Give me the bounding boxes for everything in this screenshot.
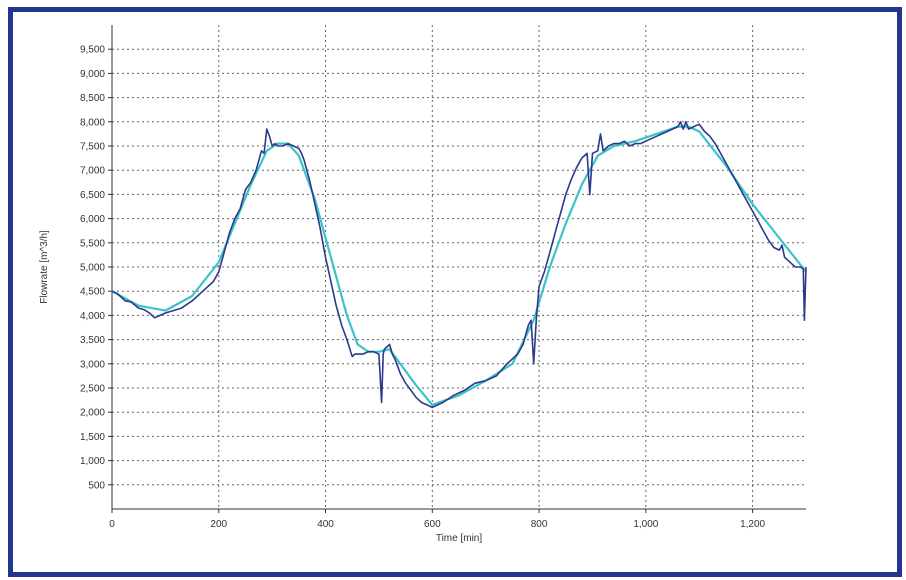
- y-tick-label: 2,000: [80, 408, 105, 419]
- y-tick-label: 9,000: [80, 69, 105, 80]
- x-tick-label: 400: [317, 519, 334, 530]
- y-tick-label: 3,500: [80, 335, 105, 346]
- y-tick-label: 1,500: [80, 432, 105, 443]
- flowrate-chart: 500 1,000 1,500 2,000 2,500 3,000 3,500 4,000 4,…: [39, 25, 807, 544]
- x-tick-label: 1,000: [633, 519, 658, 530]
- model-series-line: [111, 125, 807, 406]
- y-tick-label: 6,000: [80, 214, 105, 225]
- y-tick-label: 4,500: [80, 287, 105, 298]
- y-tick-label: 6,500: [80, 190, 105, 201]
- x-axis-title: Time [min]: [436, 533, 483, 544]
- series: [111, 121, 807, 409]
- y-tick-label: 9,500: [80, 45, 105, 56]
- y-tick-label: 5,000: [80, 263, 105, 274]
- y-tick-label: 3,000: [80, 359, 105, 370]
- axes: [108, 25, 806, 513]
- y-tick-label: 5,500: [80, 238, 105, 249]
- grid-lines: [112, 25, 806, 509]
- y-tick-label: 1,000: [80, 456, 105, 467]
- y-tick-label: 2,500: [80, 384, 105, 395]
- x-tick-label: 0: [109, 519, 115, 530]
- chart-frame: 500 1,000 1,500 2,000 2,500 3,000 3,500 4,000 4,…: [8, 7, 902, 577]
- x-tick-label: 600: [424, 519, 441, 530]
- x-tick-label: 200: [210, 519, 227, 530]
- x-tick-label: 1,200: [740, 519, 765, 530]
- x-tick-label: 800: [531, 519, 548, 530]
- y-tick-label: 8,000: [80, 117, 105, 128]
- y-tick-label: 8,500: [80, 93, 105, 104]
- y-tick-label: 4,000: [80, 311, 105, 322]
- measured-series-line: [111, 121, 807, 409]
- y-axis-title: Flowrate [m^3/h]: [39, 230, 50, 304]
- y-tick-label: 7,500: [80, 142, 105, 153]
- tick-labels: 500 1,000 1,500 2,000 2,500 3,000 3,500 4,000 4,…: [80, 45, 766, 530]
- y-tick-label: 7,000: [80, 166, 105, 177]
- y-tick-label: 500: [88, 480, 105, 491]
